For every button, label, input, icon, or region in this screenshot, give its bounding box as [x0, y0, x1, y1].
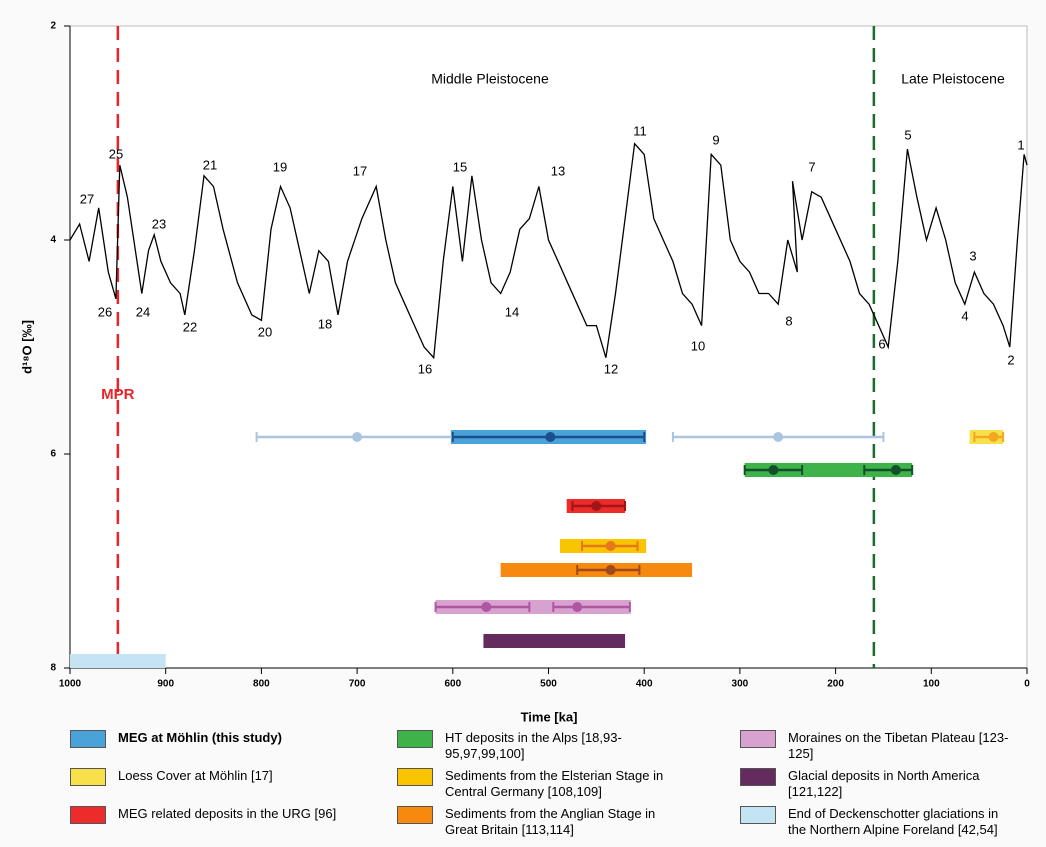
legend-swatch [397, 806, 433, 824]
stage-label: 3 [969, 248, 976, 263]
stage-label: 2 [1007, 352, 1014, 367]
stage-label: 23 [152, 216, 166, 231]
legend-item: Glacial deposits in North America [121,1… [740, 768, 1030, 806]
legend-label: Glacial deposits in North America [121,1… [788, 768, 980, 799]
x-tick-label: 900 [157, 679, 174, 690]
stage-label: 13 [551, 163, 565, 178]
stage-label: 25 [109, 146, 123, 161]
legend-label: End of Deckenschotter glaciations in the… [788, 806, 999, 837]
legend-label: MEG related deposits in the URG [96] [118, 806, 337, 821]
y-tick-label: 6 [50, 449, 56, 460]
stage-label: 1 [1017, 137, 1024, 152]
legend-label: HT deposits in the Alps [18,93-95,97,99,… [445, 730, 622, 761]
y-tick-label: 4 [50, 235, 56, 246]
legend-swatch [740, 806, 776, 824]
range-bar [744, 463, 913, 477]
stage-label: 19 [273, 159, 287, 174]
point [890, 465, 901, 475]
legend-swatch [740, 730, 776, 748]
x-tick-label: 100 [923, 679, 940, 690]
point [605, 565, 616, 575]
legend: MEG at Möhlin (this study) Loess Cover at… [70, 730, 1040, 844]
x-tick-label: 800 [253, 679, 270, 690]
stage-label: 26 [98, 304, 112, 319]
x-tick-label: 700 [349, 679, 366, 690]
stage-label: 16 [418, 361, 432, 376]
stage-label: 10 [691, 338, 705, 353]
stage-label: 15 [453, 159, 467, 174]
range-bar [70, 654, 166, 668]
point [591, 501, 602, 511]
point [773, 432, 784, 442]
stage-label: 7 [808, 159, 815, 174]
legend-swatch [70, 768, 106, 786]
legend-item: Sediments from the Elsterian Stage in Ce… [397, 768, 740, 806]
curve [69, 142, 1028, 360]
legend-item: End of Deckenschotter glaciations in the… [740, 806, 1030, 844]
legend-item: MEG at Möhlin (this study) [70, 730, 397, 768]
legend-label: Loess Cover at Möhlin [17] [118, 768, 273, 783]
period-label: Late Pleistocene [901, 71, 1005, 87]
y-tick-label: 8 [50, 663, 56, 674]
x-tick-label: 1000 [59, 679, 82, 690]
legend-item: MEG related deposits in the URG [96] [70, 806, 397, 844]
point [545, 432, 556, 442]
x-tick-label: 300 [732, 679, 749, 690]
stage-label: 12 [604, 361, 618, 376]
x-tick-label: 400 [636, 679, 653, 690]
legend-swatch [70, 730, 106, 748]
point [572, 602, 583, 612]
stage-label: 11 [633, 123, 647, 138]
x-tick-label: 500 [540, 679, 557, 690]
stage-label: 18 [318, 316, 332, 331]
legend-label: Sediments from the Anglian Stage in Grea… [445, 806, 656, 837]
legend-label: MEG at Möhlin (this study) [118, 730, 282, 745]
stage-label: 14 [505, 304, 519, 319]
stage-label: 17 [353, 163, 367, 178]
chart: Time [ka] d¹⁸O [‰] 1000 900 800 700 600 500 40… [19, 21, 1030, 725]
x-tick-label: 200 [827, 679, 844, 690]
point [481, 602, 492, 612]
stage-label: 20 [258, 324, 272, 339]
legend-swatch [397, 768, 433, 786]
stage-label: 5 [904, 127, 911, 142]
x-tick-label: 600 [444, 679, 461, 690]
x-tick-label: 0 [1024, 679, 1030, 690]
legend-item: Loess Cover at Möhlin [17] [70, 768, 397, 806]
legend-swatch [70, 806, 106, 824]
stage-label: 8 [785, 313, 792, 328]
point [605, 541, 616, 551]
stage-label: 6 [878, 336, 885, 351]
boundary-label: MPR [101, 386, 135, 403]
range-bar [483, 634, 626, 648]
point [352, 432, 363, 442]
point [768, 465, 779, 475]
stage-label: 9 [712, 132, 719, 147]
legend-label: Sediments from the Elsterian Stage in Ce… [445, 768, 664, 799]
y-tick-label: 2 [50, 21, 56, 32]
legend-item: Moraines on the Tibetan Plateau [123-125… [740, 730, 1030, 768]
legend-swatch [397, 730, 433, 748]
stage-label: 27 [80, 191, 94, 206]
plot-area [69, 25, 1028, 669]
stage-label: 24 [136, 304, 150, 319]
legend-label: Moraines on the Tibetan Plateau [123-125… [788, 730, 1009, 761]
period-label: Middle Pleistocene [431, 71, 549, 87]
legend-item: Sediments from the Anglian Stage in Grea… [397, 806, 740, 844]
y-axis-label: d¹⁸O [‰] [19, 320, 34, 374]
x-axis-label: Time [ka] [521, 709, 578, 724]
stage-label: 21 [203, 157, 217, 172]
legend-item: HT deposits in the Alps [18,93-95,97,99,… [397, 730, 740, 768]
stage-label: 22 [183, 319, 197, 334]
legend-swatch [740, 768, 776, 786]
stage-label: 4 [961, 308, 968, 323]
point [988, 432, 999, 442]
